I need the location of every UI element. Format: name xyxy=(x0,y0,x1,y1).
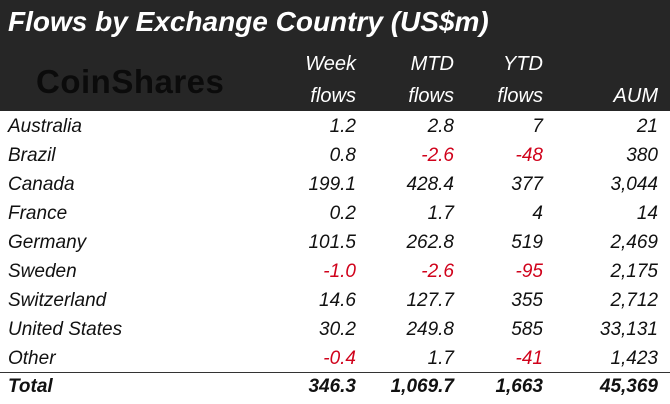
cell-aum: 14 xyxy=(636,203,658,224)
cell-country: Canada xyxy=(8,174,75,195)
table-title: Flows by Exchange Country (US$m) xyxy=(8,6,489,37)
table-row: Sweden -1.0 -2.6 -95 2,175 xyxy=(0,257,670,286)
col-ytd-header-top: YTD xyxy=(503,53,543,75)
cell-ytd-flows: 4 xyxy=(532,203,543,224)
cell-mtd-flows: -2.6 xyxy=(421,261,454,282)
cell-mtd-flows: 2.8 xyxy=(427,116,454,137)
cell-week-flows: -0.4 xyxy=(323,348,356,369)
cell-mtd-flows: 1.7 xyxy=(427,348,454,369)
col-ytd-header-bottom: flows xyxy=(497,85,543,107)
table-row: Australia 1.2 2.8 7 21 xyxy=(0,112,670,141)
cell-mtd-flows: 249.8 xyxy=(406,319,454,340)
cell-country: Other xyxy=(8,348,56,369)
cell-ytd-flows: 377 xyxy=(511,174,543,195)
cell-aum: 380 xyxy=(626,145,658,166)
table-row: United States 30.2 249.8 585 33,131 xyxy=(0,315,670,344)
coinshares-logo: CoinShares xyxy=(36,63,225,100)
cell-mtd-flows: 127.7 xyxy=(406,290,454,311)
cell-country: France xyxy=(8,203,68,224)
cell-aum: 3,044 xyxy=(610,174,658,195)
col-week-header-top: Week xyxy=(305,53,356,75)
cell-mtd-flows: 262.8 xyxy=(406,232,454,253)
cell-aum: 45,369 xyxy=(599,376,658,397)
cell-week-flows: 0.8 xyxy=(329,145,356,166)
cell-mtd-flows: 428.4 xyxy=(406,174,454,195)
cell-week-flows: 199.1 xyxy=(308,174,356,195)
cell-ytd-flows: 355 xyxy=(511,290,543,311)
cell-ytd-flows: -48 xyxy=(515,145,543,166)
cell-week-flows: 14.6 xyxy=(319,290,356,311)
cell-country: Sweden xyxy=(8,261,77,282)
cell-country: Brazil xyxy=(8,145,56,166)
cell-ytd-flows: 519 xyxy=(511,232,543,253)
cell-ytd-flows: 1,663 xyxy=(495,376,543,397)
cell-mtd-flows: 1.7 xyxy=(427,203,454,224)
cell-aum: 2,175 xyxy=(610,261,658,282)
cell-ytd-flows: -95 xyxy=(515,261,543,282)
cell-week-flows: -1.0 xyxy=(323,261,356,282)
col-mtd-header-top: MTD xyxy=(410,53,454,75)
col-mtd-header-bottom: flows xyxy=(408,85,454,107)
cell-mtd-flows: -2.6 xyxy=(421,145,454,166)
cell-week-flows: 30.2 xyxy=(319,319,356,340)
cell-country: United States xyxy=(8,319,123,340)
cell-ytd-flows: 585 xyxy=(511,319,543,340)
cell-aum: 2,712 xyxy=(610,290,658,311)
cell-country: Total xyxy=(8,376,53,397)
table-row: Brazil 0.8 -2.6 -48 380 xyxy=(0,141,670,170)
cell-aum: 1,423 xyxy=(610,348,658,369)
table-row: Switzerland 14.6 127.7 355 2,712 xyxy=(0,286,670,315)
table-header-band: Flows by Exchange Country (US$m) CoinSha… xyxy=(0,0,670,111)
col-week-header-bottom: flows xyxy=(310,85,356,107)
cell-country: Switzerland xyxy=(8,290,107,311)
total-divider xyxy=(0,372,670,373)
cell-country: Australia xyxy=(8,116,82,137)
cell-ytd-flows: 7 xyxy=(532,116,543,137)
cell-week-flows: 346.3 xyxy=(308,376,356,397)
cell-mtd-flows: 1,069.7 xyxy=(390,376,454,397)
cell-week-flows: 0.2 xyxy=(329,203,356,224)
cell-week-flows: 1.2 xyxy=(329,116,356,137)
table-row: Canada 199.1 428.4 377 3,044 xyxy=(0,170,670,199)
table-row: Germany 101.5 262.8 519 2,469 xyxy=(0,228,670,257)
table-row-total: Total 346.3 1,069.7 1,663 45,369 xyxy=(0,372,670,401)
table-row: Other -0.4 1.7 -41 1,423 xyxy=(0,344,670,373)
table-row: France 0.2 1.7 4 14 xyxy=(0,199,670,228)
cell-aum: 21 xyxy=(636,116,658,137)
cell-week-flows: 101.5 xyxy=(308,232,356,253)
cell-aum: 2,469 xyxy=(610,232,658,253)
cell-country: Germany xyxy=(8,232,87,253)
col-aum-header: AUM xyxy=(613,85,658,107)
cell-ytd-flows: -41 xyxy=(515,348,543,369)
cell-aum: 33,131 xyxy=(599,319,658,340)
